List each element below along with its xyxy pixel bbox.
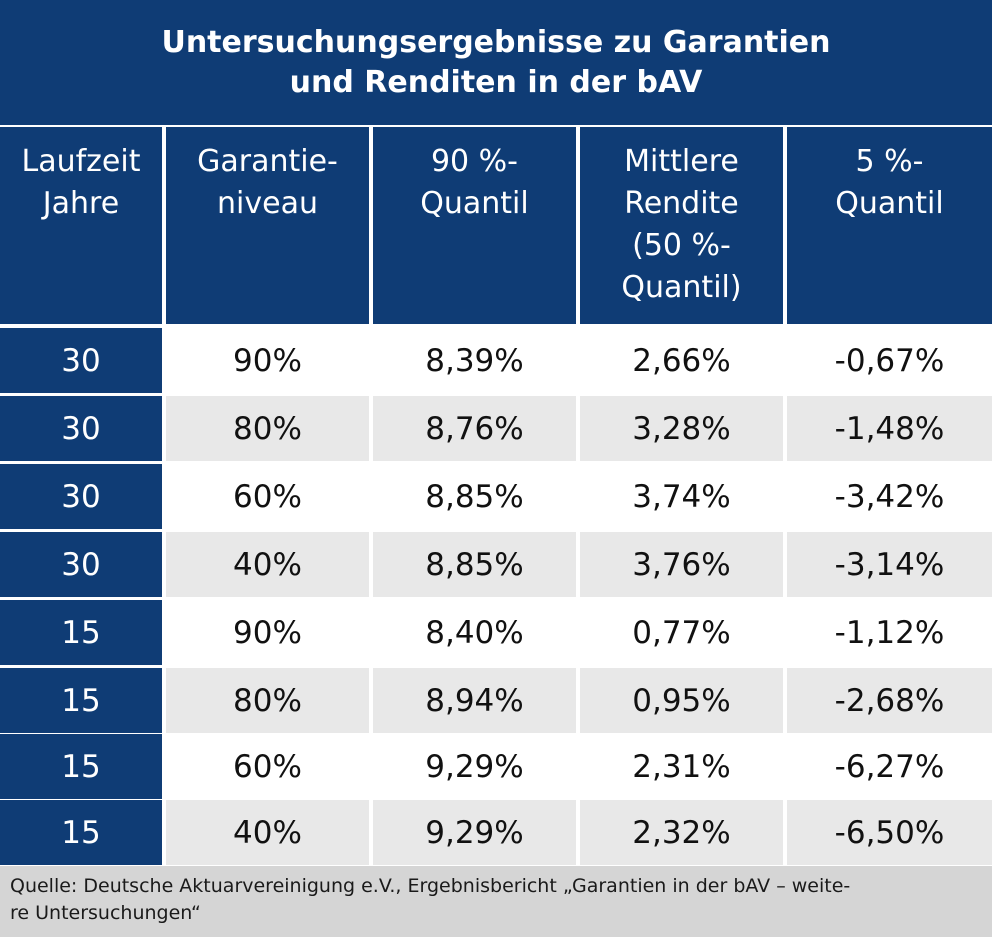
cell-laufzeit: 15 <box>0 600 162 665</box>
cell-90-quantil: 9,29% <box>373 800 576 865</box>
cell-garantieniveau: 60% <box>166 464 369 529</box>
cell-mittlere-rendite: 3,76% <box>580 532 783 597</box>
cell-garantieniveau: 80% <box>166 668 369 733</box>
cell-mittlere-rendite: 3,28% <box>580 396 783 461</box>
cell-90-quantil: 8,85% <box>373 532 576 597</box>
header-mittlere-rendite-line-4: Quantil) <box>621 270 742 305</box>
source-line-1: Quelle: Deutsche Aktuarvereinigung e.V.,… <box>10 875 851 897</box>
cell-90-quantil: 9,29% <box>373 734 576 799</box>
cell-mittlere-rendite: 3,74% <box>580 464 783 529</box>
header-garantieniveau-line-2: niveau <box>217 186 318 221</box>
table-row: 30 80% 8,76% 3,28% -1,48% <box>0 396 992 461</box>
header-laufzeit: Laufzeit Jahre <box>0 127 162 324</box>
header-laufzeit-line-2: Jahre <box>42 186 120 221</box>
source-line-2: re Untersuchungen“ <box>10 902 201 924</box>
cell-garantieniveau: 90% <box>166 328 369 393</box>
cell-mittlere-rendite: 0,95% <box>580 668 783 733</box>
cell-garantieniveau: 40% <box>166 532 369 597</box>
header-mittlere-rendite-line-1: Mittlere <box>624 144 739 179</box>
cell-laufzeit: 30 <box>0 328 162 393</box>
cell-5-quantil: -6,50% <box>787 800 992 865</box>
cell-laufzeit: 15 <box>0 668 162 733</box>
header-garantieniveau: Garantie- niveau <box>166 127 369 324</box>
header-mittlere-rendite: Mittlere Rendite (50 %- Quantil) <box>580 127 783 324</box>
cell-5-quantil: -1,48% <box>787 396 992 461</box>
header-garantieniveau-line-1: Garantie- <box>197 144 338 179</box>
header-5-quantil-line-2: Quantil <box>835 186 944 221</box>
table-row: 15 80% 8,94% 0,95% -2,68% <box>0 668 992 733</box>
cell-garantieniveau: 40% <box>166 800 369 865</box>
cell-laufzeit: 15 <box>0 734 162 799</box>
cell-90-quantil: 8,76% <box>373 396 576 461</box>
header-90-quantil-line-2: Quantil <box>420 186 529 221</box>
table-row: 15 90% 8,40% 0,77% -1,12% <box>0 600 992 665</box>
table-title: Untersuchungsergebnisse zu Garantien und… <box>0 0 992 125</box>
cell-laufzeit: 30 <box>0 532 162 597</box>
cell-5-quantil: -0,67% <box>787 328 992 393</box>
cell-90-quantil: 8,39% <box>373 328 576 393</box>
table-row: 15 60% 9,29% 2,31% -6,27% <box>0 734 992 799</box>
header-5-quantil-line-1: 5 %- <box>855 144 924 179</box>
header-5-quantil: 5 %- Quantil <box>787 127 992 324</box>
cell-laufzeit: 30 <box>0 464 162 529</box>
cell-laufzeit: 15 <box>0 800 162 865</box>
table-row: 30 40% 8,85% 3,76% -3,14% <box>0 532 992 597</box>
header-laufzeit-line-1: Laufzeit <box>21 144 141 179</box>
cell-garantieniveau: 60% <box>166 734 369 799</box>
cell-5-quantil: -3,42% <box>787 464 992 529</box>
cell-90-quantil: 8,85% <box>373 464 576 529</box>
cell-90-quantil: 8,40% <box>373 600 576 665</box>
cell-5-quantil: -1,12% <box>787 600 992 665</box>
cell-laufzeit: 30 <box>0 396 162 461</box>
title-line-1: Untersuchungsergebnisse zu Garantien <box>161 24 831 60</box>
title-line-2: und Renditen in der bAV <box>289 64 703 100</box>
cell-mittlere-rendite: 2,32% <box>580 800 783 865</box>
table-row: 15 40% 9,29% 2,32% -6,50% <box>0 800 992 865</box>
cell-mittlere-rendite: 2,31% <box>580 734 783 799</box>
source-note: Quelle: Deutsche Aktuarvereinigung e.V.,… <box>0 866 992 937</box>
cell-garantieniveau: 90% <box>166 600 369 665</box>
cell-5-quantil: -6,27% <box>787 734 992 799</box>
header-90-quantil: 90 %- Quantil <box>373 127 576 324</box>
cell-mittlere-rendite: 2,66% <box>580 328 783 393</box>
cell-5-quantil: -2,68% <box>787 668 992 733</box>
cell-mittlere-rendite: 0,77% <box>580 600 783 665</box>
header-mittlere-rendite-line-2: Rendite <box>624 186 739 221</box>
cell-90-quantil: 8,94% <box>373 668 576 733</box>
cell-5-quantil: -3,14% <box>787 532 992 597</box>
table-row: 30 60% 8,85% 3,74% -3,42% <box>0 464 992 529</box>
header-mittlere-rendite-line-3: (50 %- <box>632 228 731 263</box>
header-90-quantil-line-1: 90 %- <box>430 144 519 179</box>
table-header-row: Laufzeit Jahre Garantie- niveau 90 %- Qu… <box>0 127 992 324</box>
table-row: 30 90% 8,39% 2,66% -0,67% <box>0 328 992 393</box>
cell-garantieniveau: 80% <box>166 396 369 461</box>
